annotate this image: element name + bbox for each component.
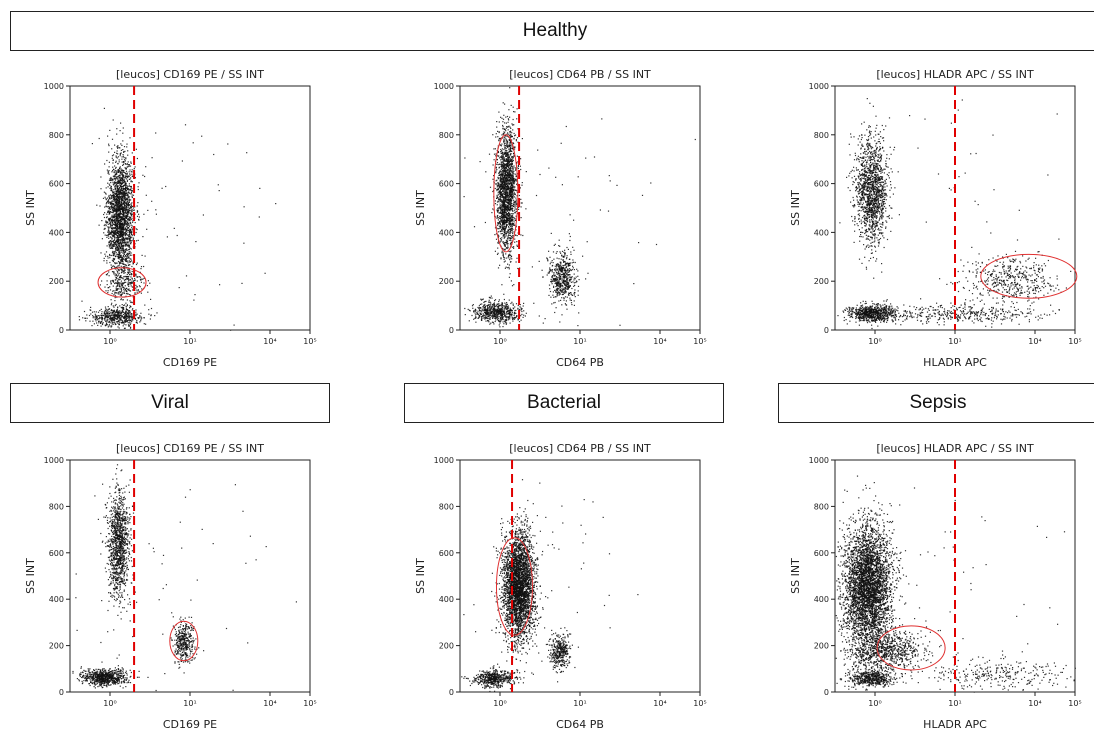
- y-tick-label: 0: [824, 688, 829, 697]
- y-tick-label: 600: [814, 549, 829, 558]
- plot-frame: [460, 86, 700, 330]
- y-tick-label: 600: [814, 180, 829, 189]
- x-tick-label: 10⁵: [1068, 337, 1081, 346]
- chart-sepsis-hladr: [leucos] HLADR APC / SS INT 0 200 400 600 800…: [783, 438, 1083, 738]
- chart-title: [leucos] HLADR APC / SS INT: [876, 442, 1034, 455]
- header-sepsis: Sepsis: [778, 383, 1094, 423]
- y-tick-label: 200: [439, 277, 454, 286]
- x-tick-label: 10¹: [183, 699, 196, 708]
- chart-title: [leucos] HLADR APC / SS INT: [876, 68, 1034, 81]
- y-axis-label: SS INT: [789, 190, 802, 226]
- x-tick-label: 10⁰: [493, 699, 506, 708]
- chart-title: [leucos] CD169 PE / SS INT: [116, 68, 264, 81]
- y-tick-label: 0: [59, 688, 64, 697]
- scatter-points: [464, 87, 696, 327]
- x-tick-label: 10⁰: [868, 337, 881, 346]
- y-tick-label: 600: [439, 549, 454, 558]
- chart-title: [leucos] CD64 PB / SS INT: [509, 68, 651, 81]
- y-axis-label: SS INT: [414, 190, 427, 226]
- chart-title: [leucos] CD64 PB / SS INT: [509, 442, 651, 455]
- y-tick-label: 600: [49, 549, 64, 558]
- plot-frame: [70, 460, 310, 692]
- y-tick-label: 400: [49, 595, 64, 604]
- y-tick-label: 400: [439, 595, 454, 604]
- chart-healthy-cd169: [leucos] CD169 PE / SS INT 0 200 400 600 800 1…: [18, 64, 318, 376]
- chart-healthy-hladr: [leucos] HLADR APC / SS INT 0 200 400 600 800…: [783, 64, 1083, 376]
- x-axis-label: CD64 PB: [556, 356, 604, 369]
- chart-title: [leucos] CD169 PE / SS INT: [116, 442, 264, 455]
- y-axis-label: SS INT: [414, 558, 427, 594]
- y-tick-label: 400: [814, 595, 829, 604]
- y-tick-label: 400: [814, 228, 829, 237]
- y-axis-label: SS INT: [24, 558, 37, 594]
- header-healthy: Healthy: [10, 11, 1094, 51]
- y-tick-label: 200: [49, 277, 64, 286]
- x-tick-label: 10⁵: [693, 337, 706, 346]
- y-tick-label: 1000: [434, 82, 454, 91]
- y-tick-label: 0: [59, 326, 64, 335]
- y-tick-label: 400: [49, 228, 64, 237]
- x-tick-label: 10⁵: [1068, 699, 1081, 708]
- y-tick-label: 600: [439, 180, 454, 189]
- chart-bacterial-cd64: [leucos] CD64 PB / SS INT 0 200 400 600 800 10…: [408, 438, 708, 738]
- x-tick-label: 10⁴: [1028, 337, 1041, 346]
- x-tick-label: 10⁴: [653, 337, 666, 346]
- x-tick-label: 10¹: [183, 337, 196, 346]
- x-tick-label: 10⁰: [103, 699, 116, 708]
- y-tick-label: 1000: [44, 456, 64, 465]
- x-tick-label: 10⁵: [303, 337, 316, 346]
- y-tick-label: 800: [49, 131, 64, 140]
- y-tick-label: 200: [814, 642, 829, 651]
- x-tick-label: 10⁰: [103, 337, 116, 346]
- scatter-points: [79, 108, 277, 331]
- y-tick-label: 800: [439, 131, 454, 140]
- y-tick-label: 800: [814, 502, 829, 511]
- header-viral: Viral: [10, 383, 330, 423]
- x-tick-label: 10⁴: [653, 699, 666, 708]
- x-tick-label: 10⁵: [303, 699, 316, 708]
- y-tick-label: 400: [439, 228, 454, 237]
- x-tick-label: 10¹: [948, 699, 961, 708]
- x-tick-label: 10⁰: [493, 337, 506, 346]
- x-axis-label: HLADR APC: [923, 718, 987, 731]
- scatter-points: [72, 464, 297, 691]
- x-axis-label: HLADR APC: [923, 356, 987, 369]
- y-tick-label: 1000: [809, 82, 829, 91]
- y-tick-label: 1000: [809, 456, 829, 465]
- y-tick-label: 600: [49, 180, 64, 189]
- x-tick-label: 10¹: [573, 337, 586, 346]
- y-tick-label: 200: [814, 277, 829, 286]
- y-tick-label: 1000: [44, 82, 64, 91]
- scatter-points: [461, 479, 638, 692]
- x-tick-label: 10⁵: [693, 699, 706, 708]
- x-tick-label: 10¹: [948, 337, 961, 346]
- x-axis-label: CD169 PE: [163, 718, 217, 731]
- x-tick-label: 10⁴: [263, 337, 276, 346]
- plot-frame: [460, 460, 700, 692]
- header-bacterial: Bacterial: [404, 383, 724, 423]
- y-tick-label: 800: [49, 502, 64, 511]
- x-axis-label: CD169 PE: [163, 356, 217, 369]
- y-axis-label: SS INT: [789, 558, 802, 594]
- y-tick-label: 0: [449, 688, 454, 697]
- x-tick-label: 10⁰: [868, 699, 881, 708]
- y-tick-label: 800: [439, 502, 454, 511]
- x-axis-label: CD64 PB: [556, 718, 604, 731]
- y-tick-label: 800: [814, 131, 829, 140]
- chart-healthy-cd64: [leucos] CD64 PB / SS INT 0 200 400 600 800 10…: [408, 64, 708, 376]
- y-tick-label: 200: [439, 642, 454, 651]
- x-tick-label: 10¹: [573, 699, 586, 708]
- y-axis-label: SS INT: [24, 190, 37, 226]
- y-tick-label: 0: [449, 326, 454, 335]
- y-tick-label: 200: [49, 642, 64, 651]
- x-tick-label: 10⁴: [1028, 699, 1041, 708]
- x-tick-label: 10⁴: [263, 699, 276, 708]
- y-tick-label: 1000: [434, 456, 454, 465]
- chart-viral-cd169: [leucos] CD169 PE / SS INT 0 200 400 600 800 1…: [18, 438, 318, 738]
- y-tick-label: 0: [824, 326, 829, 335]
